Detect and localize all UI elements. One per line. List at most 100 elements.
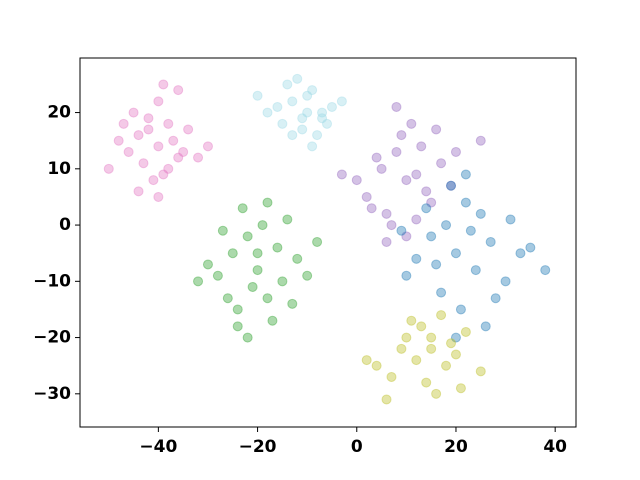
point [446, 338, 457, 349]
y-tick-label: −10 [33, 271, 71, 291]
point [257, 220, 268, 231]
point [307, 85, 318, 96]
point [252, 90, 263, 101]
point [416, 321, 427, 332]
y-tick-label: 20 [47, 103, 71, 123]
point [490, 293, 501, 304]
point [138, 158, 149, 169]
point [212, 270, 223, 281]
point [401, 332, 412, 343]
point [128, 107, 139, 118]
point [326, 101, 337, 112]
point [421, 377, 432, 388]
point [178, 146, 189, 157]
point [322, 118, 333, 129]
x-tick-label: 0 [351, 437, 363, 457]
point [173, 152, 184, 163]
point [540, 265, 551, 276]
point [386, 220, 397, 231]
point [168, 135, 179, 146]
point [381, 394, 392, 405]
point [153, 96, 164, 107]
point [426, 231, 437, 242]
point [391, 146, 402, 157]
point [396, 130, 407, 141]
point [193, 152, 204, 163]
point [450, 332, 461, 343]
point [381, 208, 392, 219]
point [287, 130, 298, 141]
point [386, 371, 397, 382]
x-tick-label: −40 [139, 437, 177, 457]
point [416, 141, 427, 152]
x-tick-label: 40 [543, 437, 567, 457]
point [227, 248, 238, 259]
point [282, 79, 293, 90]
point [242, 231, 253, 242]
point [242, 332, 253, 343]
point [396, 343, 407, 354]
point [426, 343, 437, 354]
point [222, 293, 233, 304]
point [336, 96, 347, 107]
point [475, 135, 486, 146]
point [202, 141, 213, 152]
point [302, 270, 313, 281]
point [450, 248, 461, 259]
x-tick-label: −20 [239, 437, 277, 457]
point [272, 242, 283, 253]
point [292, 253, 303, 264]
point [366, 203, 377, 214]
y-tick-label: −20 [33, 328, 71, 348]
point [202, 259, 213, 270]
point [376, 163, 387, 174]
point [431, 124, 442, 135]
point [163, 118, 174, 129]
point [500, 276, 511, 287]
point [287, 298, 298, 309]
point [455, 383, 466, 394]
point [148, 175, 159, 186]
point [396, 225, 407, 236]
point [272, 101, 283, 112]
point [361, 355, 372, 366]
plot-frame [79, 57, 577, 428]
point [411, 253, 422, 264]
point [247, 281, 258, 292]
point [436, 287, 447, 298]
point [302, 107, 313, 118]
point [505, 214, 516, 225]
point [277, 118, 288, 129]
point [302, 90, 313, 101]
point [143, 113, 154, 124]
point [406, 315, 417, 326]
point [455, 304, 466, 315]
y-tick-label: −30 [33, 384, 71, 404]
point [173, 85, 184, 96]
point [480, 321, 491, 332]
point [421, 203, 432, 214]
point [292, 73, 303, 84]
point [193, 276, 204, 287]
point [465, 225, 476, 236]
point [143, 124, 154, 135]
y-tick-label: 0 [59, 215, 71, 235]
point [158, 79, 169, 90]
point [282, 214, 293, 225]
point [381, 236, 392, 247]
point [277, 276, 288, 287]
point [336, 169, 347, 180]
point [297, 113, 308, 124]
point [158, 169, 169, 180]
point [470, 265, 481, 276]
point [217, 225, 228, 236]
point [411, 214, 422, 225]
point [317, 107, 328, 118]
point [391, 101, 402, 112]
point [262, 293, 273, 304]
point [446, 180, 457, 191]
point [312, 236, 323, 247]
point [436, 158, 447, 169]
point [113, 135, 124, 146]
point [118, 118, 129, 129]
